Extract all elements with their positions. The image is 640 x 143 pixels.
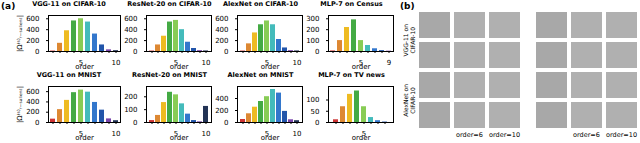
svg-text:50: 50 [311,107,320,115]
html-text:order=10: order=10 [489,131,520,139]
html-text:order=10: order=10 [606,131,637,139]
html-text:MLP-7 on TV news: MLP-7 on TV news [318,71,385,79]
svg-text:10: 10 [202,130,211,138]
html-text:VGG-11 on CIFAR-10: VGG-11 on CIFAR-10 [402,23,416,57]
svg-text:100: 100 [306,37,319,45]
svg-text:400: 400 [26,26,39,34]
html-text:(a): (a) [1,1,16,11]
html-text:order=6: order=6 [573,131,600,139]
html-text:AlexNet on MNIST: AlexNet on MNIST [227,71,294,79]
svg-text:200: 200 [215,107,228,115]
svg-text:600: 600 [215,15,228,23]
svg-text:600: 600 [26,88,39,96]
svg-text:0: 0 [133,48,137,56]
svg-text:10: 10 [112,130,121,138]
html-text:(b): (b) [400,1,415,11]
svg-text:100: 100 [306,96,319,104]
svg-text:600: 600 [124,15,137,23]
html-text:AlexNet on CIFAR-10: AlexNet on CIFAR-10 [222,0,298,8]
svg-text:200: 200 [26,37,39,45]
svg-text:order: order [75,134,94,142]
svg-text:order: order [170,63,189,71]
svg-text:0: 0 [133,119,137,127]
svg-text:|Ω⁽ˢ⁾ᵣ₋ₛₐₗᵢₑₙₜ|: |Ω⁽ˢ⁾ᵣ₋ₛₐₗᵢₑₙₜ| [16,86,24,123]
svg-text:0: 0 [224,119,228,127]
html-text:VGG-11 on CIFAR-10: VGG-11 on CIFAR-10 [32,0,106,8]
svg-text:9: 9 [387,59,391,67]
svg-text:200: 200 [124,37,137,45]
svg-text:100: 100 [124,106,137,114]
svg-text:order: order [261,134,280,142]
svg-text:0: 0 [35,48,39,56]
svg-text:400: 400 [215,95,228,103]
svg-text:0: 0 [35,119,39,127]
svg-text:400: 400 [26,98,39,106]
html-text:ResNet-20 on CIFAR-10: ResNet-20 on CIFAR-10 [127,0,212,8]
svg-text:order: order [75,63,94,71]
svg-text:order: order [170,134,189,142]
html-text:AlexNet on CIFAR-10: AlexNet on CIFAR-10 [402,83,416,117]
svg-text:order: order [352,134,371,142]
svg-text:0: 0 [315,48,319,56]
html-text:ResNet-20 on MNIST: ResNet-20 on MNIST [132,71,207,79]
svg-text:10: 10 [293,130,302,138]
svg-text:order: order [261,63,280,71]
svg-text:200: 200 [215,37,228,45]
svg-text:order: order [352,63,371,71]
svg-text:200: 200 [26,108,39,116]
svg-text:0: 0 [315,119,319,127]
svg-text:300: 300 [306,15,319,23]
svg-text:10: 10 [202,59,211,67]
svg-text:10: 10 [293,59,302,67]
svg-text:200: 200 [124,93,137,101]
svg-text:0: 0 [224,48,228,56]
html-text:order=6: order=6 [456,131,483,139]
svg-text:200: 200 [306,26,319,34]
svg-text:10: 10 [112,59,121,67]
svg-text:|Ω⁽ˢ⁾ᵣ₋ₛₐₗᵢₑₙₜ|: |Ω⁽ˢ⁾ᵣ₋ₛₐₗᵢₑₙₜ| [16,15,24,52]
svg-text:600: 600 [26,15,39,23]
html-text:MLP-7 on Census: MLP-7 on Census [320,0,383,8]
svg-text:400: 400 [124,26,137,34]
svg-text:400: 400 [215,26,228,34]
html-text:VGG-11 on MNIST: VGG-11 on MNIST [36,71,102,79]
